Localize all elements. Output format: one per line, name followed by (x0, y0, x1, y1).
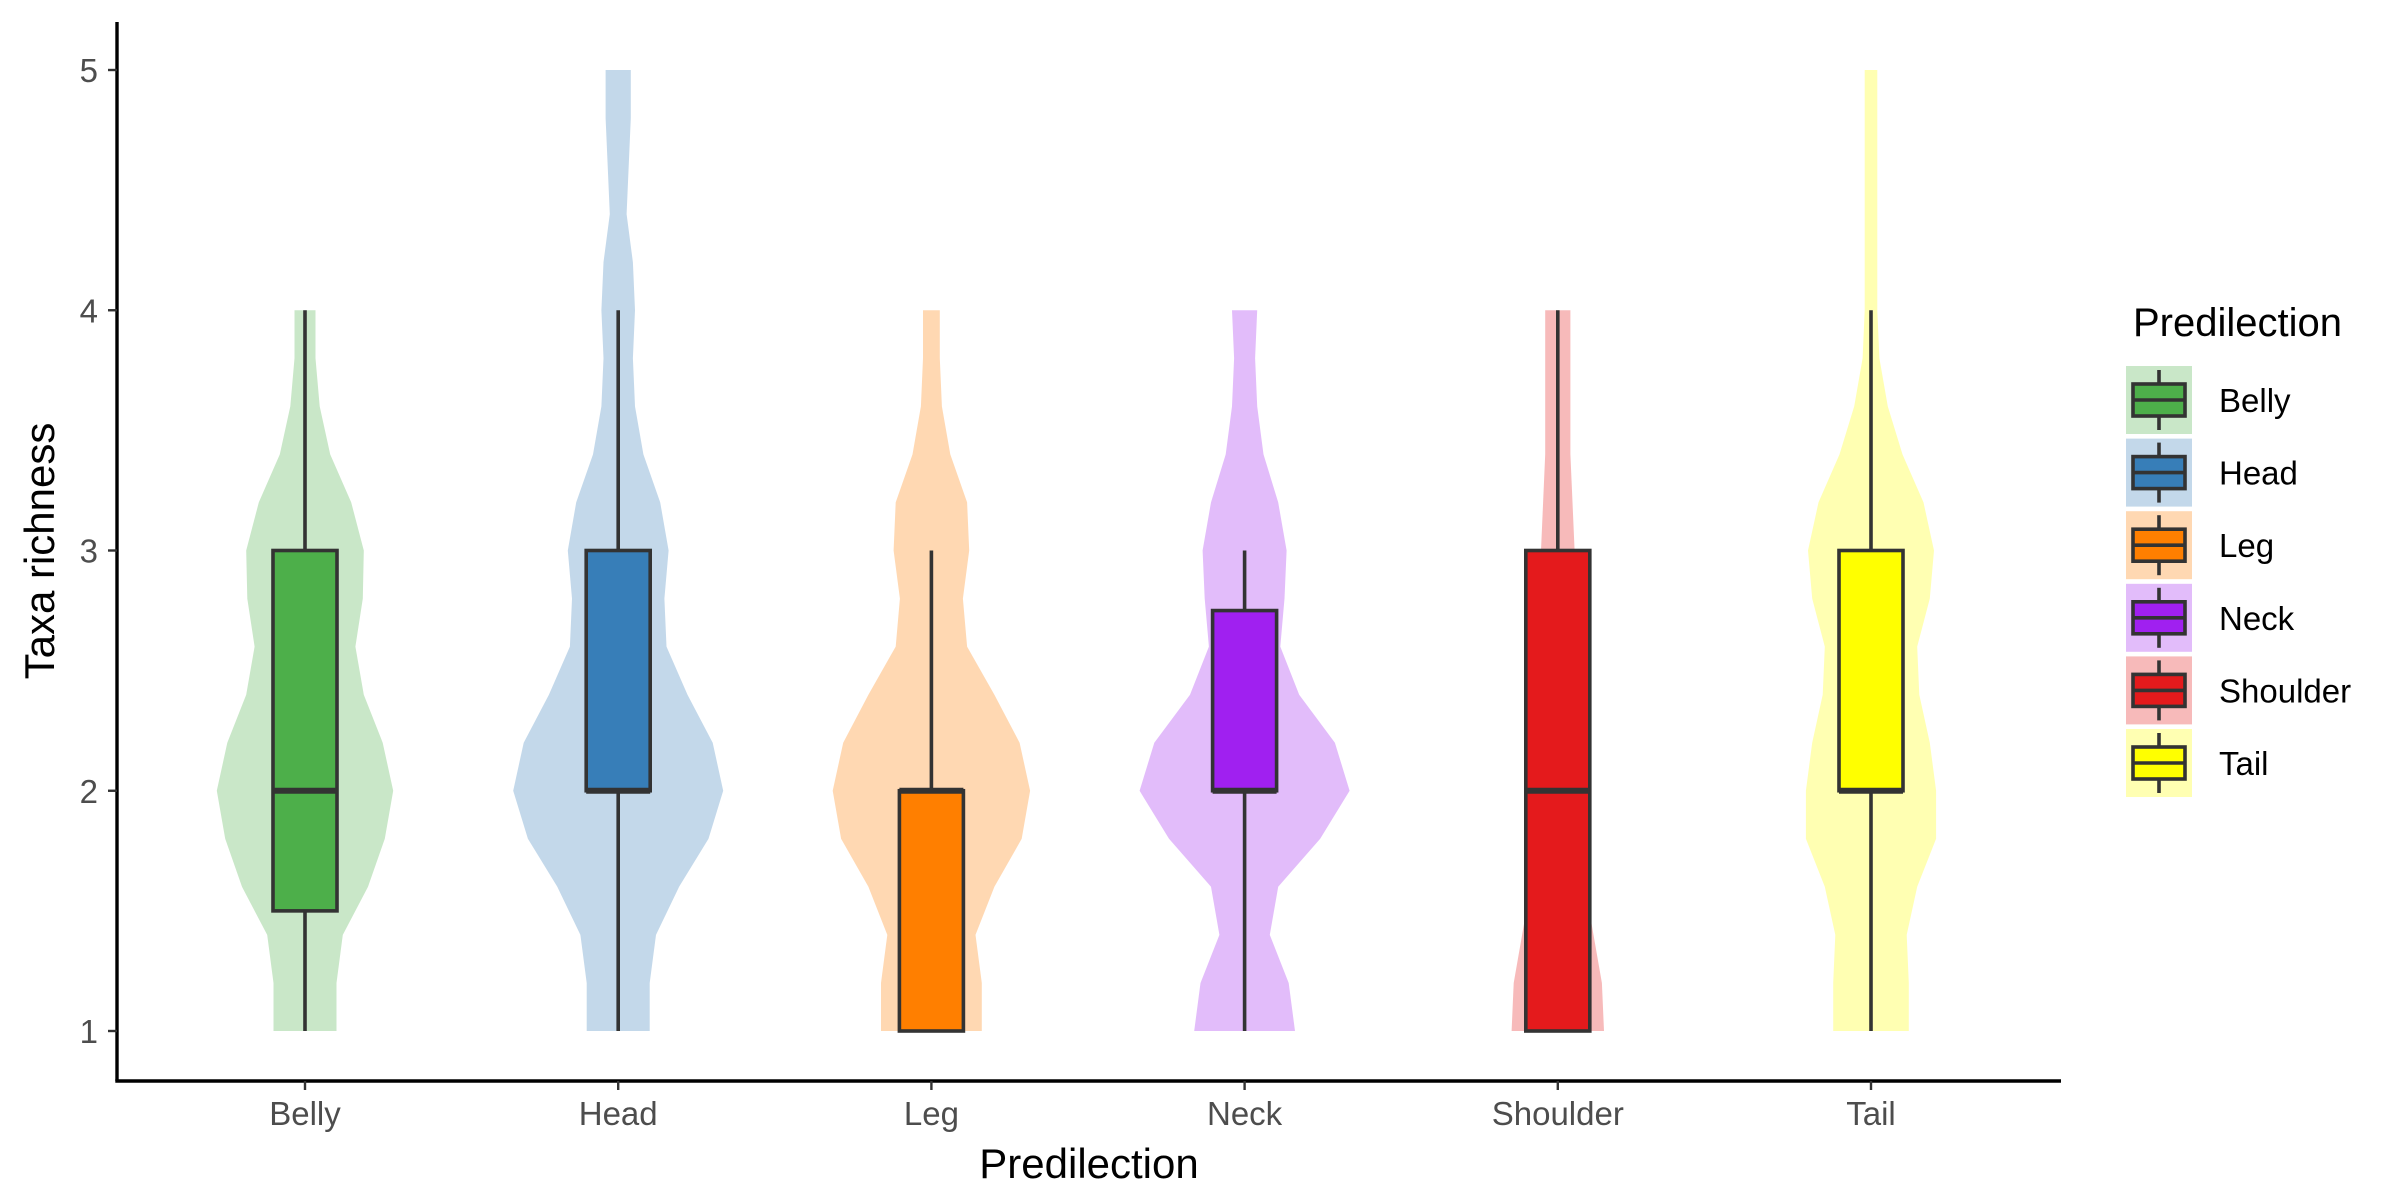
series-neck (1139, 310, 1350, 1031)
series-head (513, 70, 724, 1031)
series-leg (832, 310, 1031, 1033)
legend: Predilection Belly Head Leg Neck Shoulder Tai… (2126, 301, 2351, 797)
legend-label: Leg (2219, 527, 2274, 564)
box-leg (897, 788, 966, 1033)
x-tick-label: Neck (1207, 1095, 1283, 1132)
series-belly (216, 310, 394, 1031)
legend-item-tail: Tail (2126, 729, 2269, 797)
y-ticks: 1 2 3 4 5 (80, 52, 117, 1050)
x-tick-label: Leg (904, 1095, 959, 1132)
box-tail (1837, 548, 1905, 793)
plot-area (216, 70, 1937, 1033)
series-tail (1805, 70, 1937, 1031)
axes (115, 22, 2061, 1083)
x-axis-title: Predilection (979, 1140, 1198, 1187)
x-ticks: Belly Head Leg Neck Shoulder Tail (269, 1081, 1896, 1132)
x-tick-label: Head (579, 1095, 658, 1132)
legend-item-leg: Leg (2126, 511, 2274, 580)
y-tick-label: 5 (80, 52, 98, 89)
legend-label: Belly (2219, 382, 2291, 419)
box-head (584, 548, 653, 793)
series-shoulder (1511, 310, 1604, 1033)
box-neck (1210, 608, 1279, 793)
legend-title: Predilection (2133, 301, 2342, 345)
box-belly (271, 548, 339, 913)
y-tick-label: 3 (80, 533, 98, 570)
legend-item-shoulder: Shoulder (2126, 656, 2351, 725)
y-tick-label: 2 (80, 773, 98, 810)
y-tick-label: 4 (80, 292, 98, 329)
y-tick-label: 1 (80, 1013, 98, 1050)
legend-item-belly: Belly (2126, 366, 2291, 434)
legend-label: Shoulder (2219, 672, 2351, 709)
x-tick-label: Shoulder (1492, 1095, 1624, 1132)
legend-item-neck: Neck (2126, 583, 2295, 652)
legend-label: Neck (2219, 600, 2295, 637)
legend-item-head: Head (2126, 438, 2298, 507)
x-tick-label: Belly (269, 1095, 341, 1132)
legend-label: Head (2219, 455, 2298, 492)
legend-label: Tail (2219, 745, 2269, 782)
y-axis-title: Taxa richness (16, 423, 63, 680)
x-tick-label: Tail (1846, 1095, 1896, 1132)
